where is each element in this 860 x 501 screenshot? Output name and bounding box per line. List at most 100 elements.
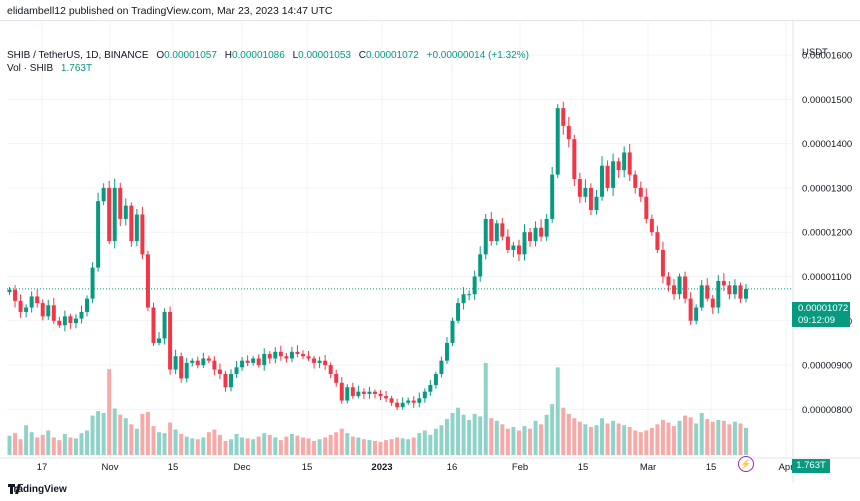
candle-body [157, 338, 162, 343]
volume-bar [550, 404, 555, 455]
volume-bar [627, 426, 632, 455]
candle-body [345, 387, 350, 401]
volume-bar [633, 430, 638, 455]
volume-bar [361, 439, 366, 455]
candle-body [411, 400, 416, 403]
volume-bar [179, 433, 184, 455]
candle-body [611, 161, 616, 188]
candle-body [395, 402, 400, 408]
volume-bar [544, 414, 549, 455]
tradingview-logo-icon [8, 484, 24, 494]
volume-bar [212, 429, 217, 455]
candle-body [528, 232, 533, 242]
volume-bar [356, 437, 361, 455]
price-tick-label: 0.00001200 [802, 228, 852, 239]
volume-bar [677, 420, 682, 455]
volume-bar [190, 438, 195, 455]
candle-body [24, 307, 29, 312]
candle-body [62, 316, 67, 326]
volume-bar [467, 419, 472, 455]
close-value: 0.00001072 [366, 50, 419, 61]
volume-bar [605, 423, 610, 455]
candle-body [312, 358, 317, 363]
volume-bar [744, 427, 748, 455]
volume-bar [157, 432, 162, 455]
volume-bar [13, 433, 18, 455]
candle-body [489, 218, 494, 242]
price-tick-label: 0.00001400 [802, 139, 852, 150]
candle-body [705, 285, 710, 299]
volume-bar [456, 407, 461, 455]
candle-body [140, 214, 145, 255]
volume-bar [494, 420, 499, 455]
volume-bar [716, 419, 721, 455]
volume-bar [350, 436, 355, 455]
candle-body [389, 398, 394, 403]
volume-bars [7, 363, 748, 455]
volume-bar [300, 437, 305, 455]
volume-bar [85, 430, 90, 455]
candle-body [694, 307, 699, 321]
volume-bar [588, 426, 593, 455]
candle-body [13, 289, 18, 301]
candle-body [118, 187, 123, 219]
candle-body [184, 362, 189, 379]
candle-body [555, 108, 560, 175]
volume-bar [173, 429, 178, 455]
volume-bar [96, 411, 101, 455]
candle-body [688, 298, 693, 321]
volume-bar [644, 430, 649, 455]
volume-bar [511, 426, 516, 455]
symbol-label[interactable]: SHIB / TetherUS, 1D, BINANCE [7, 50, 149, 61]
candle-body [456, 303, 461, 321]
price-tick-label: 0.00001300 [802, 183, 852, 194]
volume-bar [400, 438, 405, 455]
volume-bar [688, 417, 693, 455]
volume-bar [561, 407, 566, 455]
change-value: +0.00000014 (+1.32%) [426, 50, 529, 61]
candle-body [605, 165, 610, 188]
candle-body [716, 280, 721, 308]
candle-body [201, 358, 206, 366]
volume-bar [384, 440, 389, 455]
volume-bar [151, 426, 156, 455]
candle-body [594, 196, 599, 211]
candle-body [73, 318, 78, 324]
volume-bar [201, 437, 206, 455]
volume-bar [450, 412, 455, 455]
time-tick-label: 2023 [371, 462, 392, 473]
candle-body [633, 174, 638, 188]
candle-body [206, 358, 211, 361]
volume-bar [312, 440, 317, 455]
candle-body [516, 245, 521, 255]
candle-body [168, 311, 173, 370]
volume-bar [251, 439, 256, 455]
time-tick-label: 15 [578, 462, 589, 473]
candle-body [339, 382, 344, 401]
volume-bar [738, 423, 743, 455]
volume-bar [472, 413, 477, 455]
lightning-icon[interactable]: ⚡ [738, 456, 754, 472]
volume-bar [262, 433, 267, 455]
candle-body [622, 152, 627, 171]
candle-body [588, 187, 593, 211]
volume-bar [727, 424, 732, 455]
candle-body [18, 300, 23, 312]
price-tick-label: 0.00001600 [802, 51, 852, 62]
candle-body [472, 276, 477, 295]
current-price-tag: 0.00001072 09:12:09 [792, 302, 850, 327]
candle-body [699, 285, 704, 308]
time-tick-label: 15 [302, 462, 313, 473]
volume-bar [600, 418, 605, 455]
bar-countdown: 09:12:09 [798, 315, 835, 326]
open-label: O [156, 50, 165, 61]
time-tick-label: Nov [102, 462, 119, 473]
candle-body [129, 205, 134, 242]
volume-bar [295, 435, 300, 455]
volume-bar [489, 418, 494, 455]
candlestick-chart[interactable]: 0.00001600 0.00001500 0.00001400 0.00001300… [0, 21, 860, 483]
volume-label[interactable]: Vol · SHIB [7, 63, 54, 74]
close-label: C [358, 50, 366, 61]
time-tick-label: Apr [779, 462, 794, 473]
candle-body [378, 393, 383, 397]
